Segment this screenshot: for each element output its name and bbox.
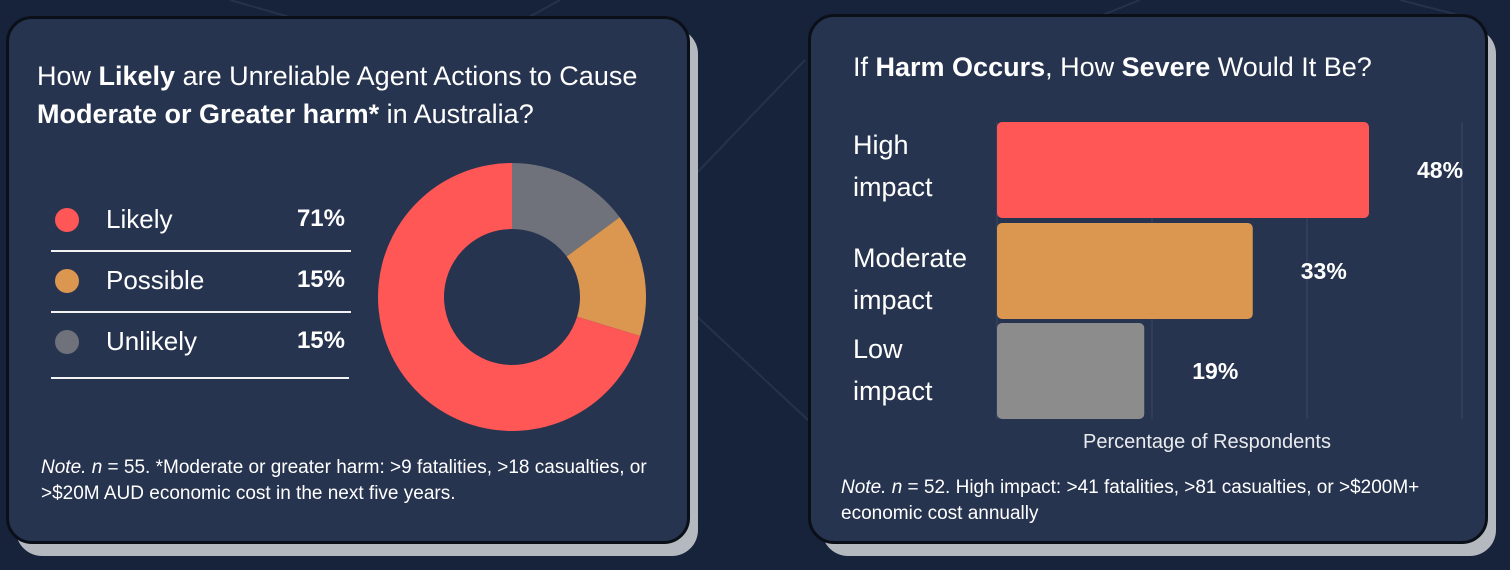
donut-slice-possible [566,217,646,337]
category-line: impact [853,172,933,202]
legend-row-unlikely: Unlikely 15% [51,313,351,374]
likelihood-card: How Likely are Unreliable Agent Actions … [6,16,690,544]
legend-row-likely: Likely 71% [51,191,351,252]
bar-high [997,122,1369,218]
title-part: How [37,61,99,91]
note-text: = 52. High impact: >41 fatalities, >81 c… [841,477,1420,524]
bar-category-moderate: Moderate impact [853,237,1003,321]
legend-swatch-possible [55,269,79,293]
bar-value-label-moderate: 33% [1301,258,1347,284]
legend-value-unlikely: 15% [296,327,345,354]
category-line: Low [853,334,903,364]
legend-value-possible: 15% [296,266,345,293]
title-part: are Unreliable Agent Actions to Cause [175,61,638,91]
bar-category-high: High impact [853,124,1003,208]
bar-low [997,323,1145,419]
legend-swatch-unlikely [55,330,79,354]
category-line: impact [853,376,933,406]
likelihood-note: Note. n = 55. *Moderate or greater harm:… [41,455,661,507]
note-prefix: Note. n [841,477,903,498]
category-line: Moderate [853,243,968,273]
title-part-bold: Moderate or Greater harm* [37,99,380,129]
title-part: If [853,52,876,82]
legend-label-possible: Possible [106,265,205,295]
bar-moderate [997,223,1253,319]
legend-value-likely: 71% [296,205,345,232]
bar-value-label-low: 19% [1192,358,1238,384]
likelihood-title: How Likely are Unreliable Agent Actions … [37,57,677,133]
title-part: , How [1045,52,1122,82]
bar-category-low: Low impact [853,328,1003,412]
legend-divider [51,377,349,379]
category-line: High [853,130,909,160]
donut-chart [377,163,646,432]
donut-slice-unlikely [512,163,620,257]
title-part: in Australia? [379,99,534,129]
title-part-bold: Likely [98,61,176,91]
legend-swatch-likely [55,208,79,232]
legend-row-possible: Possible 15% [51,252,351,313]
donut-slice-likely [377,163,641,432]
x-axis-title: Percentage of Respondents [1083,431,1331,453]
severity-bar-chart: 48% 33% 19% [996,122,1463,419]
title-part-bold: Severe [1121,52,1211,82]
severity-title: If Harm Occurs, How Severe Would It Be? [853,48,1473,86]
donut-legend: Likely 71% Possible 15% Unlikely 15% [51,191,351,374]
title-part: Would It Be? [1210,52,1372,82]
note-prefix: Note. n [41,457,103,478]
legend-label-likely: Likely [106,204,173,234]
severity-card: If Harm Occurs, How Severe Would It Be? … [808,14,1488,544]
title-part-bold: Harm Occurs [875,52,1046,82]
note-text: = 55. *Moderate or greater harm: >9 fata… [41,457,647,504]
severity-note: Note. n = 52. High impact: >41 fatalitie… [841,475,1461,527]
category-line: impact [853,285,933,315]
bar-value-label-high: 48% [1417,157,1463,183]
legend-label-unlikely: Unlikely [106,326,198,356]
